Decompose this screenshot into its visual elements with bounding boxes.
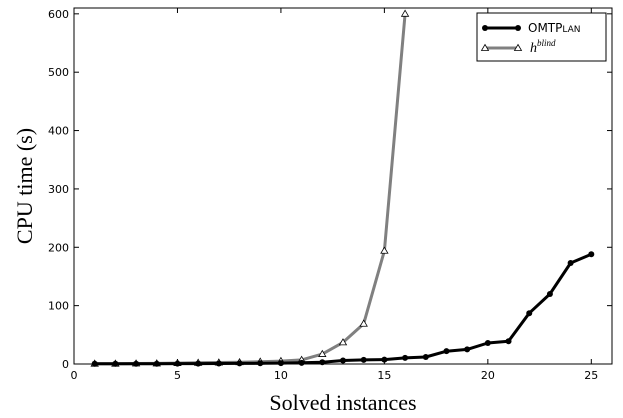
data-point-omtplan [567, 260, 574, 267]
data-point-omtplan [422, 353, 429, 360]
y-tick-label: 0 [62, 358, 69, 371]
x-tick-label: 15 [377, 369, 391, 382]
data-point-omtplan [298, 359, 305, 366]
legend-label-hblind-sup: blind [537, 38, 556, 48]
y-axis-label: CPU time (s) [12, 128, 37, 244]
data-point-omtplan [153, 360, 160, 367]
data-point-omtplan [526, 310, 533, 317]
data-point-omtplan [174, 360, 181, 367]
x-tick-label: 5 [174, 369, 181, 382]
data-point-hblind [400, 9, 410, 17]
data-point-hblind [338, 338, 348, 346]
legend-marker-hblind [513, 43, 523, 51]
y-tick-label: 500 [48, 66, 69, 79]
legend-marker-hblind [480, 43, 490, 51]
x-tick-label: 20 [481, 369, 495, 382]
data-point-omtplan [464, 346, 471, 353]
data-point-omtplan [236, 360, 243, 367]
legend-label-omtplan-main: OMTP [528, 21, 562, 35]
data-point-omtplan [257, 360, 264, 367]
y-tick-label: 600 [48, 8, 69, 21]
data-point-hblind [359, 319, 368, 327]
data-point-omtplan [112, 360, 119, 367]
series-line-hblind [94, 13, 407, 366]
plot-area: 0 5 10 15 20 25 0 100 200 300 400 500 600 [48, 7, 613, 382]
legend-marker-omtplan [482, 25, 488, 31]
data-point-omtplan [360, 356, 367, 363]
data-point-omtplan [133, 360, 140, 367]
data-point-omtplan [546, 290, 553, 297]
data-point-omtplan [319, 359, 326, 366]
axis-ticks: 0 5 10 15 20 25 0 100 200 300 400 500 600 [48, 8, 612, 382]
data-point-omtplan [443, 348, 450, 355]
data-point-omtplan [215, 360, 222, 367]
data-point-hblind [380, 246, 389, 254]
legend-label-hblind-base: h [530, 41, 537, 56]
x-tick-label: 25 [584, 369, 598, 382]
legend-box [476, 12, 607, 62]
y-tick-label: 300 [48, 183, 69, 196]
data-point-omtplan [91, 360, 98, 367]
x-tick-label: 0 [71, 369, 78, 382]
legend: OMTPLAN hblind [476, 12, 607, 62]
y-tick-label: 100 [48, 300, 69, 313]
data-point-omtplan [505, 338, 512, 345]
data-point-omtplan [277, 360, 284, 367]
data-point-omtplan [195, 360, 202, 367]
x-axis-label: Solved instances [269, 390, 416, 415]
data-point-omtplan [484, 339, 491, 346]
legend-marker-omtplan [515, 25, 521, 31]
data-point-omtplan [402, 354, 409, 361]
legend-label-hblind: hblind [530, 38, 556, 56]
series-line-omtplan [94, 252, 592, 366]
data-point-omtplan [588, 251, 595, 258]
y-tick-label: 400 [48, 125, 69, 138]
data-point-omtplan [340, 357, 346, 364]
series-layer [90, 9, 595, 367]
x-tick-label: 10 [274, 369, 288, 382]
legend-label-omtplan: OMTPLAN [528, 21, 581, 35]
plot-frame [73, 7, 613, 365]
data-point-omtplan [381, 356, 388, 363]
data-point-hblind [318, 349, 327, 357]
legend-label-omtplan-smallcaps: LAN [562, 25, 580, 35]
y-tick-label: 200 [48, 241, 69, 254]
